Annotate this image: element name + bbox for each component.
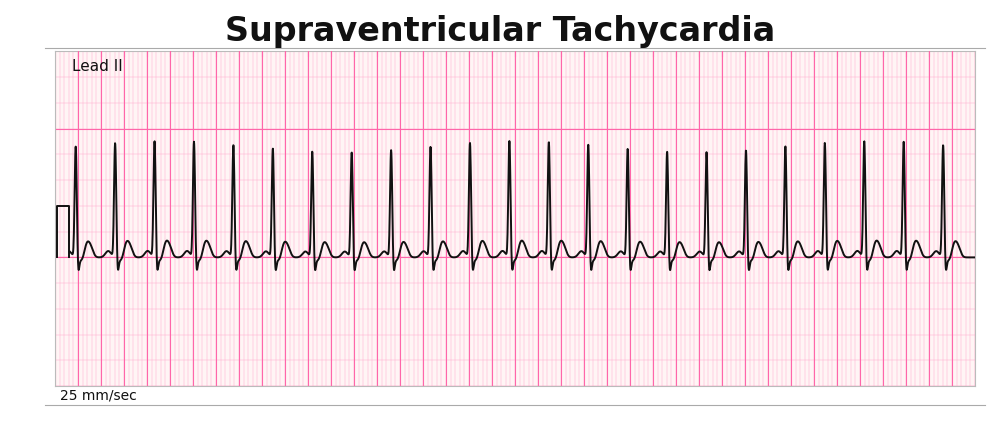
Text: 25 mm/sec: 25 mm/sec: [60, 388, 137, 402]
Text: Lead II: Lead II: [72, 59, 123, 74]
Text: Supraventricular Tachycardia: Supraventricular Tachycardia: [225, 15, 775, 48]
